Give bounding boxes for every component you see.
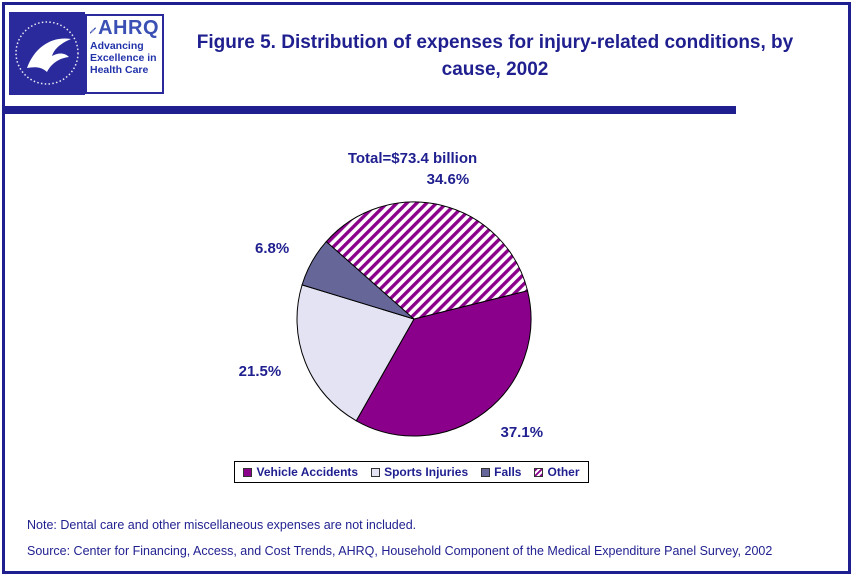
header-divider-bar (5, 106, 736, 114)
legend-item-other: Other (534, 465, 580, 479)
ahrq-acronym: AHRQ (98, 17, 159, 39)
ahrq-tagline-line: Health Care (90, 64, 149, 76)
legend-item-vehicle-accidents: Vehicle Accidents (243, 465, 358, 479)
legend-label: Sports Injuries (384, 465, 469, 479)
pie-percent-label: 21.5% (239, 363, 282, 380)
pie-slice-vehicle-accidents (355, 290, 532, 437)
legend-swatch (534, 467, 544, 477)
source-text: Source: Center for Financing, Access, an… (27, 544, 773, 558)
pie-percent-label: 6.8% (255, 240, 289, 257)
legend-wrap: Vehicle Accidents Sports Injuries Falls Oth… (5, 461, 848, 483)
legend-label: Vehicle Accidents (256, 465, 359, 479)
legend-swatch (243, 467, 253, 477)
pie-percent-label: 37.1% (501, 424, 544, 441)
figure-title: Figure 5. Distribution of expenses for i… (196, 32, 794, 80)
ahrq-tagline-line: Excellence in (90, 52, 157, 64)
legend-item-sports-injuries: Sports Injuries (371, 465, 468, 479)
pie-slice-sports-injuries (296, 284, 415, 422)
ahrq-logo: AHRQ Advancing Excellence in Health Care (85, 14, 164, 94)
ahrq-logo-top: AHRQ (90, 18, 159, 38)
legend-label: Falls (494, 465, 522, 479)
pie-percent-label: 34.6% (427, 171, 470, 188)
hhs-seal-logo (9, 12, 85, 95)
note-text: Note: Dental care and other miscellaneou… (27, 518, 417, 532)
pie-slice-other (325, 201, 529, 320)
legend-label: Other (547, 465, 580, 479)
logo-group: AHRQ Advancing Excellence in Health Care (9, 12, 164, 95)
legend-swatch (371, 467, 381, 477)
chart-legend: Vehicle Accidents Sports Injuries Falls Oth… (234, 461, 589, 483)
ahrq-tagline-line: Advancing (90, 40, 144, 52)
legend-swatch (481, 467, 491, 477)
ahrq-stairs-icon (90, 27, 97, 34)
legend-item-falls: Falls (481, 465, 521, 479)
ahrq-tagline: Advancing Excellence in Health Care (90, 40, 159, 76)
chart-total-label: Total=$73.4 billion (347, 150, 478, 167)
pie-chart: 37.1% 21.5% 6.8% 34.6% (239, 171, 544, 441)
